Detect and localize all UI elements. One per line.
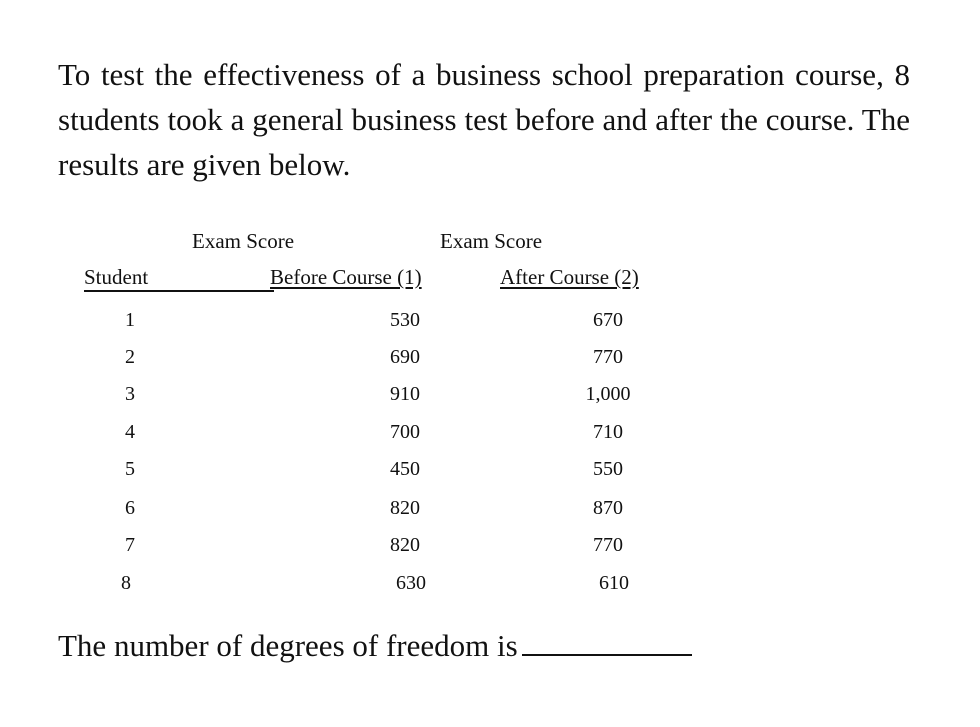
student-cell: 6 — [125, 497, 135, 519]
after-score-cell: 670 — [593, 309, 623, 331]
after-score-cell: 550 — [593, 458, 623, 480]
before-score-cell: 530 — [390, 309, 420, 331]
student-cell: 3 — [125, 383, 135, 405]
before-score-cell: 450 — [390, 458, 420, 480]
after-score-cell: 1,000 — [585, 383, 631, 405]
before-score-cell: 820 — [390, 497, 420, 519]
column-header-student: Student — [84, 265, 149, 289]
student-cell: 7 — [125, 534, 135, 556]
before-score-cell: 820 — [390, 534, 420, 556]
after-score-cell: 610 — [599, 572, 629, 594]
student-cell: 5 — [125, 458, 135, 480]
problem-statement: To test the effectiveness of a business … — [58, 57, 910, 182]
before-score-cell: 910 — [390, 383, 420, 405]
student-cell: 2 — [125, 346, 135, 368]
student-cell: 8 — [121, 572, 131, 594]
group-header-after: Exam Score — [440, 229, 543, 253]
column-header-before: Before Course (1) — [270, 265, 422, 289]
before-score-cell: 630 — [396, 572, 426, 594]
before-score-cell: 690 — [390, 346, 420, 368]
answer-blank[interactable] — [521, 628, 692, 656]
after-score-cell: 710 — [593, 421, 623, 443]
question-line: The number of degrees of freedom is — [58, 626, 692, 666]
header-underline — [84, 290, 274, 292]
student-cell: 4 — [125, 421, 135, 443]
student-cell: 1 — [125, 309, 135, 331]
column-header-after: After Course (2) — [500, 265, 639, 289]
after-score-cell: 770 — [593, 346, 623, 368]
after-score-cell: 770 — [593, 534, 623, 556]
group-header-before: Exam Score — [192, 229, 295, 253]
after-score-cell: 870 — [593, 497, 623, 519]
before-score-cell: 700 — [390, 421, 420, 443]
question-text: The number of degrees of freedom is — [58, 628, 518, 663]
